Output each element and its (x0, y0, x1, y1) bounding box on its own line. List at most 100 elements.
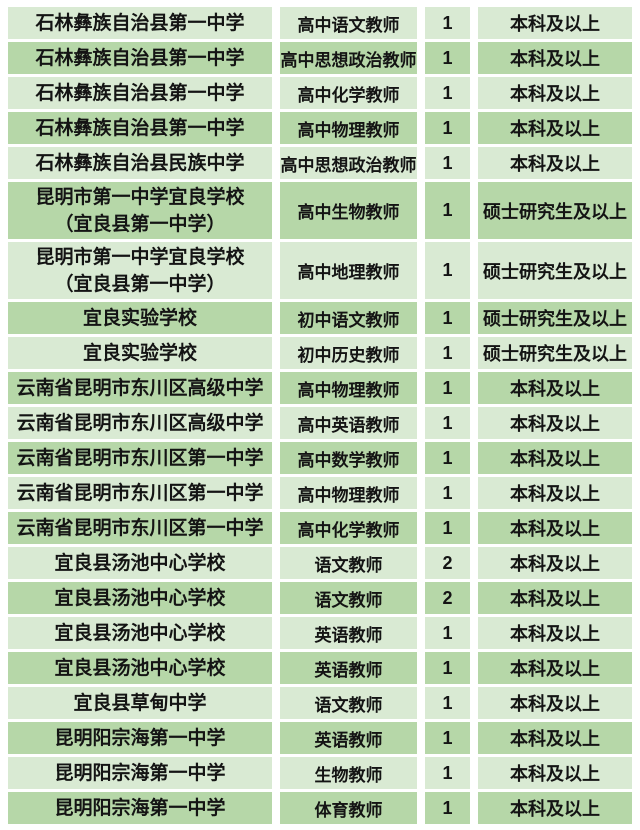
education-cell: 本科及以上 (478, 112, 632, 144)
school-name-line: 云南省昆明市东川区第一中学 (16, 482, 264, 504)
education-cell: 本科及以上 (478, 42, 632, 74)
school-cell: 昆明阳宗海第一中学 (8, 792, 272, 824)
education-cell: 本科及以上 (478, 372, 632, 404)
school-name-line: 宜良实验学校 (82, 342, 197, 364)
education-cell: 本科及以上 (478, 652, 632, 684)
education-cell: 本科及以上 (478, 792, 632, 824)
education-cell: 本科及以上 (478, 687, 632, 719)
education-cell: 本科及以上 (478, 77, 632, 109)
school-name-line: 昆明阳宗海第一中学 (54, 727, 226, 749)
school-name-line: 石林彝族自治县第一中学 (35, 82, 245, 104)
education-cell: 本科及以上 (478, 617, 632, 649)
school-cell: 宜良实验学校 (8, 302, 272, 334)
school-name-line: 云南省昆明市东川区第一中学 (16, 517, 264, 539)
school-name-line: 石林彝族自治县民族中学 (35, 152, 245, 174)
school-cell: 昆明市第一中学宜良学校 （宜良县第一中学） (8, 182, 272, 239)
school-name-line: 宜良县汤池中心学校 (54, 657, 226, 679)
education-cell: 本科及以上 (478, 757, 632, 789)
count-cell: 1 (425, 792, 470, 824)
count-cell: 2 (425, 547, 470, 579)
position-cell: 语文教师 (280, 547, 417, 579)
count-cell: 1 (425, 687, 470, 719)
school-cell: 云南省昆明市东川区第一中学 (8, 512, 272, 544)
count-cell: 1 (425, 442, 470, 474)
education-cell: 本科及以上 (478, 582, 632, 614)
education-cell: 本科及以上 (478, 442, 632, 474)
position-cell: 体育教师 (280, 792, 417, 824)
school-name-line: 石林彝族自治县第一中学 (35, 117, 245, 139)
school-name-line: 石林彝族自治县第一中学 (35, 12, 245, 34)
count-cell: 1 (425, 407, 470, 439)
school-cell: 石林彝族自治县第一中学 (8, 7, 272, 39)
school-name-line: 云南省昆明市东川区第一中学 (16, 447, 264, 469)
education-cell: 硕士研究生及以上 (478, 302, 632, 334)
count-cell: 1 (425, 477, 470, 509)
education-cell: 本科及以上 (478, 477, 632, 509)
school-cell: 宜良县汤池中心学校 (8, 582, 272, 614)
education-cell: 本科及以上 (478, 547, 632, 579)
school-cell: 昆明市第一中学宜良学校 （宜良县第一中学） (8, 242, 272, 299)
school-cell: 云南省昆明市东川区第一中学 (8, 477, 272, 509)
school-cell: 云南省昆明市东川区高级中学 (8, 407, 272, 439)
position-cell: 初中语文教师 (280, 302, 417, 334)
count-cell: 1 (425, 182, 470, 239)
education-cell: 硕士研究生及以上 (478, 182, 632, 239)
count-cell: 1 (425, 652, 470, 684)
school-name-line: 昆明市第一中学宜良学校 (35, 186, 245, 208)
school-name-line: 宜良县草甸中学 (73, 692, 207, 714)
position-cell: 英语教师 (280, 722, 417, 754)
position-cell: 高中语文教师 (280, 7, 417, 39)
school-cell: 云南省昆明市东川区高级中学 (8, 372, 272, 404)
count-cell: 1 (425, 617, 470, 649)
position-cell: 初中历史教师 (280, 337, 417, 369)
position-cell: 高中生物教师 (280, 182, 417, 239)
school-name-line: （宜良县第一中学） (54, 273, 226, 295)
count-cell: 1 (425, 7, 470, 39)
school-cell: 宜良县汤池中心学校 (8, 652, 272, 684)
count-cell: 1 (425, 242, 470, 299)
school-name-line: 宜良县汤池中心学校 (54, 552, 226, 574)
position-cell: 高中物理教师 (280, 112, 417, 144)
education-cell: 本科及以上 (478, 722, 632, 754)
position-cell: 高中思想政治教师 (280, 147, 417, 179)
position-cell: 高中物理教师 (280, 477, 417, 509)
school-cell: 宜良县汤池中心学校 (8, 547, 272, 579)
count-cell: 1 (425, 77, 470, 109)
school-cell: 宜良县草甸中学 (8, 687, 272, 719)
position-cell: 高中数学教师 (280, 442, 417, 474)
education-cell: 本科及以上 (478, 512, 632, 544)
position-cell: 高中化学教师 (280, 77, 417, 109)
position-cell: 高中物理教师 (280, 372, 417, 404)
school-cell: 石林彝族自治县第一中学 (8, 77, 272, 109)
school-cell: 石林彝族自治县第一中学 (8, 42, 272, 74)
education-cell: 硕士研究生及以上 (478, 242, 632, 299)
count-cell: 1 (425, 512, 470, 544)
position-cell: 语文教师 (280, 687, 417, 719)
position-cell: 高中英语教师 (280, 407, 417, 439)
school-name-line: 云南省昆明市东川区高级中学 (16, 412, 264, 434)
school-name-line: （宜良县第一中学） (54, 213, 226, 235)
education-cell: 本科及以上 (478, 7, 632, 39)
count-cell: 2 (425, 582, 470, 614)
school-cell: 昆明阳宗海第一中学 (8, 757, 272, 789)
school-name-line: 昆明市第一中学宜良学校 (35, 246, 245, 268)
recruitment-table: 石林彝族自治县第一中学 高中语文教师 1 本科及以上 石林彝族自治县第一中学 高中思想政治… (8, 7, 632, 824)
position-cell: 高中地理教师 (280, 242, 417, 299)
position-cell: 高中思想政治教师 (280, 42, 417, 74)
count-cell: 1 (425, 337, 470, 369)
school-name-line: 宜良县汤池中心学校 (54, 622, 226, 644)
position-cell: 高中化学教师 (280, 512, 417, 544)
school-cell: 宜良县汤池中心学校 (8, 617, 272, 649)
school-cell: 宜良实验学校 (8, 337, 272, 369)
count-cell: 1 (425, 147, 470, 179)
education-cell: 硕士研究生及以上 (478, 337, 632, 369)
school-cell: 石林彝族自治县第一中学 (8, 112, 272, 144)
count-cell: 1 (425, 112, 470, 144)
school-cell: 昆明阳宗海第一中学 (8, 722, 272, 754)
position-cell: 生物教师 (280, 757, 417, 789)
count-cell: 1 (425, 372, 470, 404)
school-name-line: 昆明阳宗海第一中学 (54, 797, 226, 819)
school-name-line: 宜良实验学校 (82, 307, 197, 329)
education-cell: 本科及以上 (478, 147, 632, 179)
school-name-line: 宜良县汤池中心学校 (54, 587, 226, 609)
